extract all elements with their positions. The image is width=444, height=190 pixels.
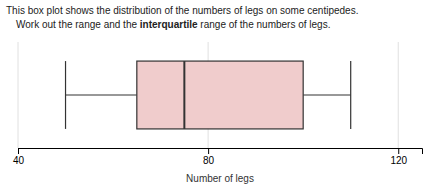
x-label: Number of legs [186,173,254,184]
whisker-cap [65,61,66,129]
chart: This box plot shows the distribution of … [0,0,444,190]
subtitle: Work out the range and the interquartile… [16,19,330,30]
tick-mark [398,148,399,154]
box [137,61,303,129]
tick-label: 80 [203,155,215,166]
whisker [66,94,137,95]
tick-mark [208,148,209,154]
whisker [303,94,351,95]
x-axis: 40 80 120 [13,148,423,166]
tick-label: 120 [390,155,407,166]
tick-mark [18,148,19,154]
tick: 80 [203,148,215,166]
marks [66,61,351,129]
subtitle-part: range of the numbers of legs. [198,19,331,30]
subtitle-part: Work out the range and the [16,19,140,30]
tick: 40 [13,148,25,166]
subtitle-part: interquartile [140,19,198,30]
plot: 40 80 120 [13,42,423,166]
tick: 120 [390,148,407,166]
axis-line [19,149,423,155]
whisker-cap [350,61,351,129]
median [183,61,185,129]
grid [18,42,398,148]
tick-label: 40 [13,155,25,166]
grid-line [18,42,19,148]
grid-line [398,42,399,148]
title: This box plot shows the distribution of … [6,5,358,16]
